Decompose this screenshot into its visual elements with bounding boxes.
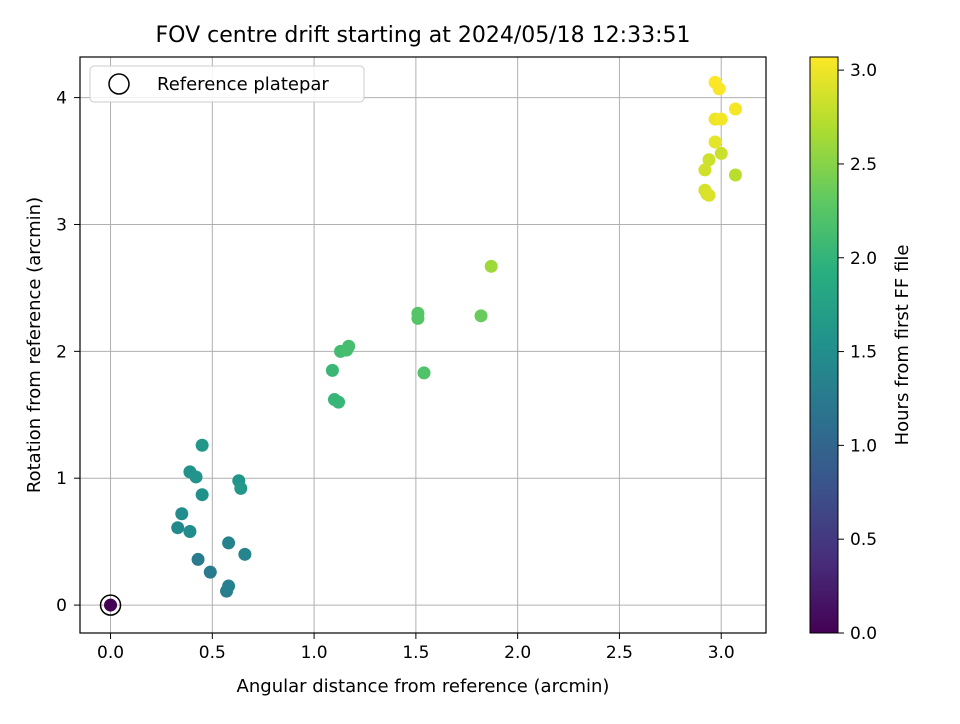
colorbar-tick-label: 3.0 [850, 61, 877, 81]
data-point [222, 536, 236, 550]
data-point [708, 135, 722, 149]
y-tick-label: 2 [56, 342, 67, 362]
y-axis-label: Rotation from reference (arcmin) [24, 197, 45, 493]
data-point [175, 507, 189, 521]
colorbar-ticks: 0.0 0.5 1.0 1.5 2.0 2.5 3.0 [838, 61, 877, 644]
y-axis-ticks: 0 1 2 3 4 [56, 89, 80, 616]
data-point [702, 153, 716, 167]
data-point [712, 82, 726, 96]
y-tick-label: 4 [56, 89, 67, 109]
colorbar-label: Hours from first FF file [892, 245, 913, 446]
data-point [238, 547, 252, 561]
reference-point [99, 594, 122, 616]
colorbar-tick-label: 1.5 [850, 343, 877, 363]
data-point [222, 579, 236, 593]
x-axis-ticks: 0.0 0.5 1.0 1.5 2.0 2.5 3.0 [97, 633, 735, 663]
data-point [484, 259, 498, 273]
data-point [698, 163, 712, 177]
data-point [411, 306, 425, 320]
colorbar-tick-label: 1.0 [850, 436, 877, 456]
colorbar-gradient [809, 56, 839, 634]
data-point [332, 395, 346, 409]
data-point [203, 565, 217, 579]
legend-marker-icon [108, 73, 130, 95]
legend-box [89, 65, 365, 103]
data-point [728, 168, 742, 182]
legend-label: Reference platepar [157, 74, 329, 95]
data-point [234, 481, 248, 495]
x-tick-label: 2.0 [504, 643, 531, 663]
data-point [183, 525, 197, 539]
data-point [728, 102, 742, 116]
data-point [714, 112, 728, 126]
plot-frame [79, 56, 767, 634]
colorbar-tick-label: 2.5 [850, 155, 877, 175]
x-tick-label: 2.5 [606, 643, 633, 663]
y-tick-label: 0 [56, 596, 67, 616]
x-tick-label: 1.5 [402, 643, 429, 663]
x-tick-label: 0.5 [199, 643, 226, 663]
colorbar-tick-label: 0.5 [850, 530, 877, 550]
legend: Reference platepar [89, 65, 365, 103]
data-point [342, 339, 356, 353]
colorbar-tick-label: 2.0 [850, 249, 877, 269]
colorbar-tick-label: 0.0 [850, 624, 877, 644]
x-tick-label: 1.0 [301, 643, 328, 663]
data-point [104, 598, 118, 612]
data-point [195, 438, 209, 452]
data-point [474, 309, 488, 323]
data-point [195, 488, 209, 502]
data-point [171, 521, 185, 535]
x-tick-label: 3.0 [708, 643, 735, 663]
chart-title: FOV centre drift starting at 2024/05/18 … [156, 23, 691, 48]
data-point [417, 366, 431, 380]
y-tick-label: 3 [56, 215, 67, 235]
data-point [325, 363, 339, 377]
reference-marker [99, 594, 122, 616]
y-tick-label: 1 [56, 469, 67, 489]
data-point [702, 188, 716, 202]
x-tick-label: 0.0 [97, 643, 124, 663]
data-point [714, 146, 728, 160]
x-axis-label: Angular distance from reference (arcmin) [237, 676, 610, 697]
data-point [191, 552, 205, 566]
data-points [104, 75, 742, 612]
colorbar: 0.0 0.5 1.0 1.5 2.0 2.5 3.0 Hours from first F… [809, 56, 913, 644]
data-point [189, 470, 203, 484]
